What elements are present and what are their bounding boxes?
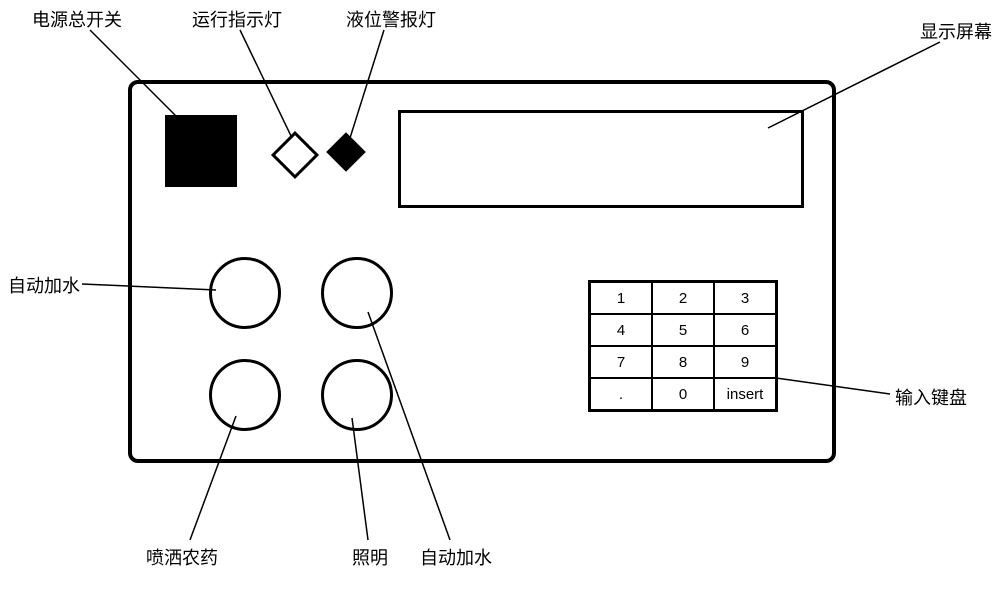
keypad-key-6[interactable]: 6 (714, 314, 776, 346)
keypad-key-0[interactable]: 0 (652, 378, 714, 410)
keypad-key-5[interactable]: 5 (652, 314, 714, 346)
label-run-indicator: 运行指示灯 (192, 6, 282, 32)
keypad-key-7[interactable]: 7 (590, 346, 652, 378)
power-main-switch[interactable] (165, 115, 237, 187)
keypad-key-8[interactable]: 8 (652, 346, 714, 378)
keypad-key-1[interactable]: 1 (590, 282, 652, 314)
keypad-key-4[interactable]: 4 (590, 314, 652, 346)
label-spray: 喷洒农药 (146, 544, 218, 570)
spray-pesticide-button[interactable] (209, 359, 281, 431)
label-display: 显示屏幕 (920, 18, 992, 44)
label-level-alarm: 液位警报灯 (346, 6, 436, 32)
display-screen (398, 110, 804, 208)
keypad-key-3[interactable]: 3 (714, 282, 776, 314)
label-auto-water-left: 自动加水 (8, 272, 80, 298)
auto-water-button-top-left[interactable] (209, 257, 281, 329)
keypad-key-2[interactable]: 2 (652, 282, 714, 314)
diagram-canvas: 123 456 789.0insert 电源总开关 运行指示灯 液位警报灯 显示屏幕… (0, 0, 1000, 595)
keypad-key-9[interactable]: 9 (714, 346, 776, 378)
keypad-key-.[interactable]: . (590, 378, 652, 410)
auto-water-button-top-right[interactable] (321, 257, 393, 329)
label-keyboard: 输入键盘 (895, 384, 967, 410)
lighting-button[interactable] (321, 359, 393, 431)
label-auto-water-bottom: 自动加水 (420, 544, 492, 570)
input-keypad[interactable]: 123 456 789.0insert (588, 280, 778, 412)
label-light: 照明 (352, 544, 388, 570)
keypad-key-insert[interactable]: insert (714, 378, 776, 410)
label-power-switch: 电源总开关 (32, 6, 122, 32)
